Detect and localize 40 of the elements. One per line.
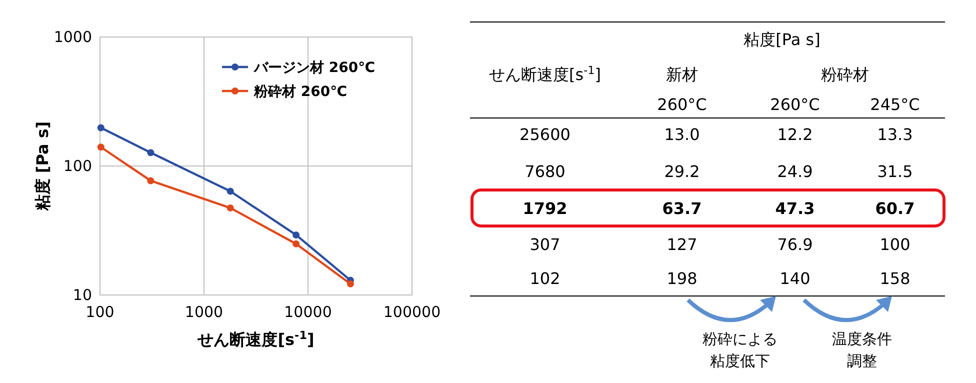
text: 粉砕材: [821, 65, 869, 84]
y-tick-label: 100: [63, 157, 92, 175]
x-tick-label: 100: [86, 303, 114, 321]
data-label: 24.9: [777, 162, 813, 181]
legend-label: バージン材 260℃: [253, 60, 376, 76]
data-label: 140: [780, 269, 810, 288]
x-tick-label: 100000: [383, 303, 441, 321]
text: 粉砕による粘度低下: [702, 330, 778, 370]
data-label: 100: [880, 235, 910, 254]
legend-label: 粉砕材 260℃: [253, 84, 348, 100]
data-label: 76.9: [777, 235, 813, 254]
text: 260°C: [657, 95, 707, 114]
text: せん断速度[s$^{-1}$]: [489, 64, 601, 84]
y-tick-label: 1000: [54, 28, 92, 46]
category-label: 7680: [524, 162, 566, 181]
category-label: 1792: [522, 199, 568, 218]
data-label: 158: [880, 269, 910, 288]
data-label: 198: [666, 269, 698, 288]
data-label: 29.2: [664, 162, 700, 181]
data-label: 127: [666, 235, 698, 254]
x-tick-label: 1000: [184, 303, 224, 321]
text: 260°C: [770, 95, 820, 114]
data-label: 60.7: [875, 199, 915, 218]
data-label: 13.0: [664, 125, 700, 144]
x-axis-title: せん断速度[s$^{-1}$]: [196, 328, 314, 349]
category-label: 102: [530, 269, 560, 288]
data-label: 13.3: [877, 125, 913, 144]
category-label: 307: [530, 235, 560, 254]
data-label: 47.3: [775, 199, 815, 218]
data-label: 63.7: [662, 199, 702, 218]
text: 新材: [666, 65, 698, 84]
category-label: 25600: [520, 125, 570, 144]
text: 粘度[Pa s]: [744, 30, 820, 49]
text: 245°C: [870, 95, 920, 114]
text: 温度条件調整: [832, 330, 892, 370]
y-tick-label: 10: [72, 286, 92, 304]
y-axis-title: 粘度 [Pa s]: [33, 121, 52, 212]
x-tick-label: 10000: [284, 303, 332, 321]
data-label: 31.5: [877, 162, 913, 181]
data-label: 12.2: [777, 125, 813, 144]
